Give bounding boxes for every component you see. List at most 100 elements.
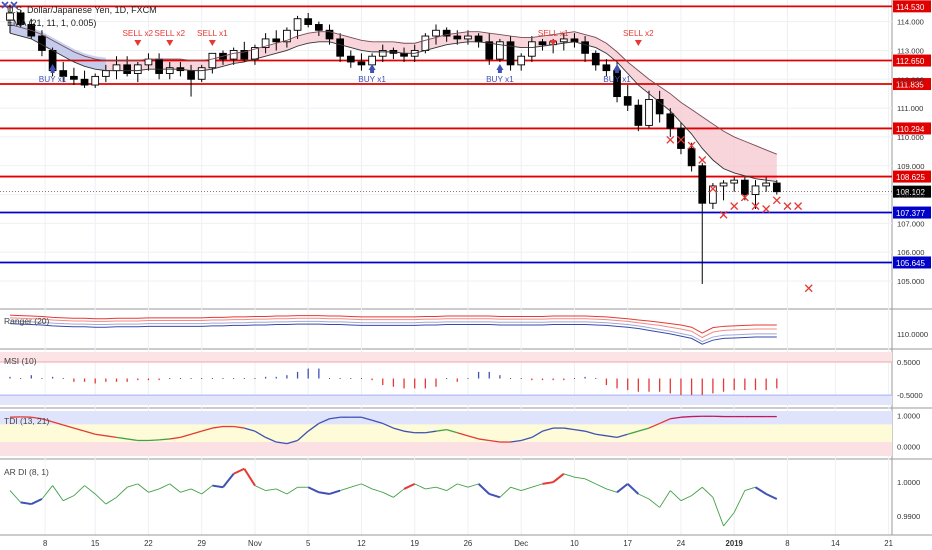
tdi-segment: [616, 433, 628, 439]
msi-bar: [350, 378, 352, 379]
msi-bar: [254, 378, 256, 379]
ardi-segment: [712, 497, 724, 527]
tdi-segment: [606, 435, 618, 439]
ardi-segment: [286, 486, 298, 495]
candle-body: [677, 127, 685, 149]
candle-body: [581, 41, 589, 54]
buy-signal-label: BUY x1: [603, 75, 631, 84]
ranger-tick-label: 110.0000: [897, 330, 928, 339]
ardi-segment: [584, 478, 596, 485]
ardi-segment: [701, 486, 714, 498]
time-tick-label: 26: [464, 539, 473, 548]
candle-body: [634, 104, 643, 126]
x-mark-icon: [783, 202, 792, 211]
candle-body: [517, 55, 526, 66]
tdi-segment: [41, 418, 53, 423]
x-mark-icon: [666, 135, 675, 144]
candle-body: [293, 18, 302, 31]
ardi-segment: [595, 483, 607, 490]
time-tick-label: 2019: [726, 539, 744, 548]
tdi-segment: [446, 428, 458, 434]
ardi-segment: [382, 491, 394, 498]
tdi-band-mid: [0, 424, 892, 443]
candle-body: [229, 49, 238, 60]
sell-arrow-icon: [634, 40, 642, 46]
ranger-title: Ranger (20): [4, 316, 50, 326]
ardi-segment: [531, 483, 543, 488]
tdi-segment: [244, 427, 256, 432]
tdi-segment: [201, 427, 213, 432]
time-tick-label: 29: [197, 539, 206, 548]
ardi-segment: [222, 473, 235, 488]
x-mark-icon: [730, 202, 739, 211]
time-tick-label: 15: [91, 539, 100, 548]
price-tick-label: 109.000: [897, 162, 924, 171]
ema-lower-line: [9, 32, 777, 183]
candle-body: [283, 29, 291, 43]
candle-body: [762, 182, 771, 187]
candle-body: [304, 18, 313, 25]
time-tick-label: 17: [623, 539, 632, 548]
support-label: 105.645: [896, 259, 925, 268]
candle-body: [506, 41, 515, 66]
candle-body: [666, 113, 675, 129]
msi-bar: [510, 378, 512, 379]
ardi-segment: [73, 485, 85, 496]
tdi-segment: [265, 436, 277, 443]
ema-band-fill: [10, 24, 777, 182]
tdi-segment: [648, 422, 660, 429]
x-mark-icon: [772, 196, 781, 205]
candle-body: [336, 38, 345, 57]
msi-bar: [339, 378, 341, 379]
time-axis: 8 15 22 29 Nov 5 12 19 26 Dec 10 17 24 2019 8 14 21: [0, 534, 932, 548]
resistance-label-bg: [893, 170, 931, 183]
msi-bar: [190, 378, 192, 379]
price-tick-label: 105.000: [897, 277, 924, 286]
tdi-segment: [190, 430, 202, 435]
msi-bar: [222, 378, 224, 379]
ardi-segment: [606, 488, 618, 493]
ardi-segment: [467, 483, 479, 488]
msi-bar: [20, 378, 22, 379]
candle-body: [368, 55, 376, 66]
ardi-segment: [340, 486, 351, 492]
tdi-segment: [574, 428, 586, 432]
tdi-segment: [510, 439, 522, 443]
ardi-segment: [669, 490, 682, 502]
msi-bar: [467, 378, 469, 379]
ardi-segment: [754, 486, 767, 495]
tdi-segment: [148, 439, 160, 442]
x-mark-icon: [719, 210, 728, 219]
buy-arrow-stem: [370, 70, 375, 73]
ardi-segment: [371, 488, 383, 493]
time-tick-label: 21: [884, 539, 893, 548]
buy-arrow-icon: [368, 64, 376, 70]
tdi-segment: [286, 439, 298, 445]
msi-bar: [169, 378, 171, 379]
indicator-label: EMA (21, 11, 1, 0.005): [7, 18, 96, 28]
ardi-segment: [84, 485, 96, 495]
price-axis: 114.530 112.650 111.835 110.294 108.625 107.3…: [893, 0, 931, 521]
candle-body: [357, 61, 366, 66]
candle-body: [315, 24, 323, 31]
msi-bar: [243, 378, 245, 379]
tdi-segment: [425, 430, 437, 434]
tdi-segment: [478, 438, 490, 442]
time-tick-label: 8: [785, 539, 789, 548]
candle-body: [421, 35, 430, 51]
ardi-segment: [350, 483, 362, 488]
current-price-label: 108.102: [896, 188, 925, 197]
tdi-segment: [403, 430, 415, 434]
tdi-segment: [680, 415, 692, 418]
x-mark-icon: [698, 156, 707, 164]
tdi-segment: [382, 422, 394, 429]
x-mark-icon: [794, 202, 803, 211]
close-icon[interactable]: [1, 1, 18, 9]
ardi-segment: [9, 490, 21, 503]
tdi-segment: [563, 427, 575, 431]
ardi-segment: [521, 486, 532, 492]
tdi-segment: [467, 435, 479, 440]
candle-body: [591, 52, 600, 66]
resistance-label: 114.530: [896, 3, 925, 12]
